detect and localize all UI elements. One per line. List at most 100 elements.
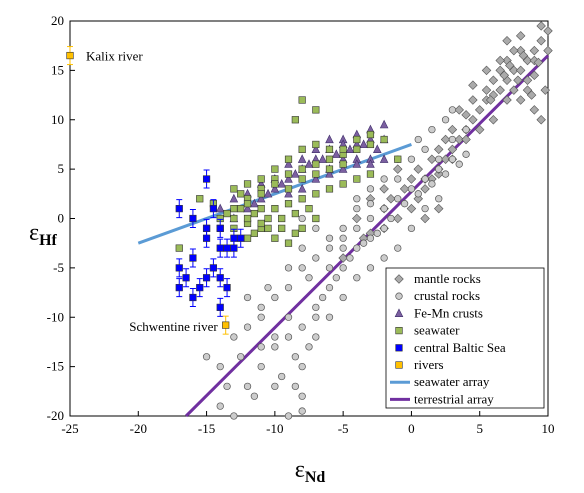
crustal-rocks-point — [284, 283, 293, 292]
crustal-rocks-point — [257, 303, 265, 312]
mantle-rocks-point — [420, 213, 430, 224]
kalix-river-label: Kalix river — [86, 49, 143, 64]
mantle-rocks-point — [468, 80, 478, 90]
seawater-point — [284, 200, 293, 208]
crustal-rocks-point — [462, 125, 470, 134]
seawater-point — [250, 209, 258, 218]
seawater-point — [257, 190, 265, 198]
seawater-point — [312, 140, 320, 149]
seawater-point — [298, 165, 306, 173]
seawater-point — [284, 239, 293, 247]
crustal-rocks-point — [216, 402, 224, 410]
crustal-rocks-point — [312, 313, 320, 321]
mantle-rocks-point — [543, 26, 553, 36]
crustal-rocks-point — [339, 224, 347, 233]
y-axis-label: εHf — [29, 220, 58, 249]
central-baltic-sea-point — [230, 244, 238, 252]
crustal-rocks-point — [421, 145, 429, 154]
seawater-point — [271, 205, 279, 213]
central-baltic-sea-point — [209, 205, 218, 213]
mantle-rocks-point — [509, 45, 519, 56]
fe-mn-crusts-point — [270, 183, 280, 193]
mantle-rocks-point — [488, 75, 499, 85]
crustal-rocks-point — [312, 254, 320, 262]
seawater-point — [298, 96, 306, 104]
crustal-rocks-point — [373, 229, 381, 237]
mantle-rocks-point — [447, 144, 458, 155]
mantle-rocks-point — [502, 95, 512, 105]
fe-mn-crusts-point — [352, 159, 362, 168]
mantle-rocks-point — [474, 124, 485, 135]
mantle-rocks-point — [399, 184, 410, 194]
seawater-point — [291, 229, 299, 237]
crustal-rocks-point — [332, 274, 340, 282]
seawater-point — [278, 214, 286, 223]
crustal-rocks-point — [298, 214, 306, 223]
mantle-rocks-point — [420, 184, 430, 194]
seawater-point — [325, 145, 334, 153]
seawater-point — [271, 165, 279, 173]
crustal-rocks-point — [271, 333, 279, 341]
x-tick-label: 0 — [408, 421, 415, 436]
crustal-rocks-point — [278, 372, 286, 381]
fe-mn-crusts-point — [297, 183, 307, 193]
mantle-rocks-point — [454, 134, 464, 145]
x-axis-label: εNd — [295, 457, 326, 486]
crustal-rocks-point — [243, 323, 252, 331]
central-baltic-sea-point — [189, 214, 197, 223]
y-tick-label: 10 — [51, 112, 64, 127]
fe-mn-crusts-point — [277, 178, 286, 188]
fe-mn-crusts-point — [359, 139, 368, 149]
crustal-rocks-point — [230, 412, 238, 420]
y-tick-label: -20 — [47, 408, 64, 423]
seawater-point — [312, 170, 320, 178]
crustal-rocks-point — [339, 293, 347, 302]
central-baltic-sea-point — [175, 205, 183, 213]
seawater-point — [250, 229, 258, 237]
central-baltic-sea-point — [202, 175, 211, 183]
seawater-point — [271, 234, 279, 242]
legend-box — [385, 267, 545, 409]
fe-mn-crusts-point — [373, 144, 382, 153]
crustal-rocks-point — [394, 175, 402, 183]
crustal-rocks-point — [462, 150, 470, 158]
mantle-rocks-point — [406, 174, 417, 184]
legend-label-seawater: seawater — [414, 323, 460, 338]
crustal-rocks-point — [387, 214, 395, 223]
crustal-rocks-point — [319, 293, 327, 302]
crustal-rocks-point — [339, 264, 347, 272]
crustal-rocks-point — [353, 224, 361, 233]
central-baltic-sea-point — [175, 284, 183, 292]
fe-mn-crusts-point — [338, 164, 348, 173]
crustal-rocks-point — [421, 204, 429, 213]
crustal-rocks-point — [455, 160, 463, 168]
crustal-rocks-point — [271, 293, 279, 302]
seawater-point — [257, 175, 265, 183]
fe-mn-crusts-point — [284, 159, 293, 168]
mantle-rocks-point — [461, 134, 471, 145]
mantle-rocks-point — [447, 124, 458, 135]
crustal-rocks-point — [380, 204, 388, 213]
fe-mn-crusts-point — [256, 193, 266, 203]
seawater-point — [264, 214, 272, 223]
x-tick-label: -20 — [130, 421, 147, 436]
crustal-rocks-point — [414, 135, 422, 144]
lines-layer — [137, 54, 550, 418]
seawater-point — [339, 145, 347, 153]
fe-mn-crusts-point — [345, 144, 355, 153]
legend-marker-rivers — [395, 361, 403, 369]
mantle-rocks-point — [481, 85, 492, 95]
central-baltic-sea-point — [202, 274, 211, 282]
mantle-rocks-point — [536, 21, 546, 31]
crustal-rocks-point — [421, 175, 429, 183]
seawater-point — [339, 160, 347, 168]
seawater-point — [230, 185, 238, 193]
fe-mn-crusts-point — [229, 193, 239, 203]
seawater-point — [237, 190, 245, 198]
rivers-point — [222, 321, 230, 329]
mantle-rocks-point — [522, 55, 533, 66]
crustal-rocks-point — [380, 254, 388, 262]
mantle-rocks-point — [468, 115, 478, 125]
crustal-rocks-point — [366, 200, 375, 208]
seawater-point — [243, 214, 252, 223]
